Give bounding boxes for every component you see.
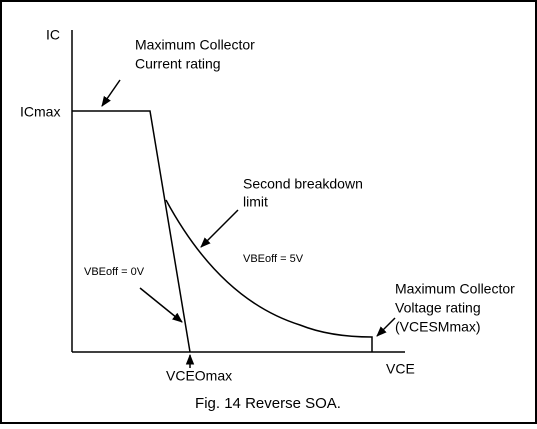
soa-boundary-5v: [165, 199, 373, 352]
arrow: [139, 287, 183, 323]
annotation: (VCESMmax): [395, 319, 481, 335]
annotation: Maximum Collector: [395, 281, 515, 297]
icmax-label: ICmax: [20, 104, 60, 120]
arrow: [101, 79, 121, 107]
caption: Fig. 14 Reverse SOA.: [195, 395, 341, 412]
annotation: Voltage rating: [395, 300, 481, 316]
y-label: IC: [46, 27, 60, 43]
annotation: Maximum Collector: [135, 37, 255, 53]
arrow: [376, 317, 396, 337]
annotation: limit: [243, 194, 268, 210]
annotation: VBEoff = 0V: [84, 266, 145, 278]
vceomax-label: VCEOmax: [166, 368, 232, 384]
arrow: [200, 209, 239, 248]
annotation: Current rating: [135, 56, 221, 72]
x-label: VCE: [386, 361, 415, 377]
annotation: Second breakdown: [243, 176, 363, 192]
annotation: VBEoff = 5V: [243, 253, 304, 265]
soa-boundary-0v: [72, 110, 191, 353]
